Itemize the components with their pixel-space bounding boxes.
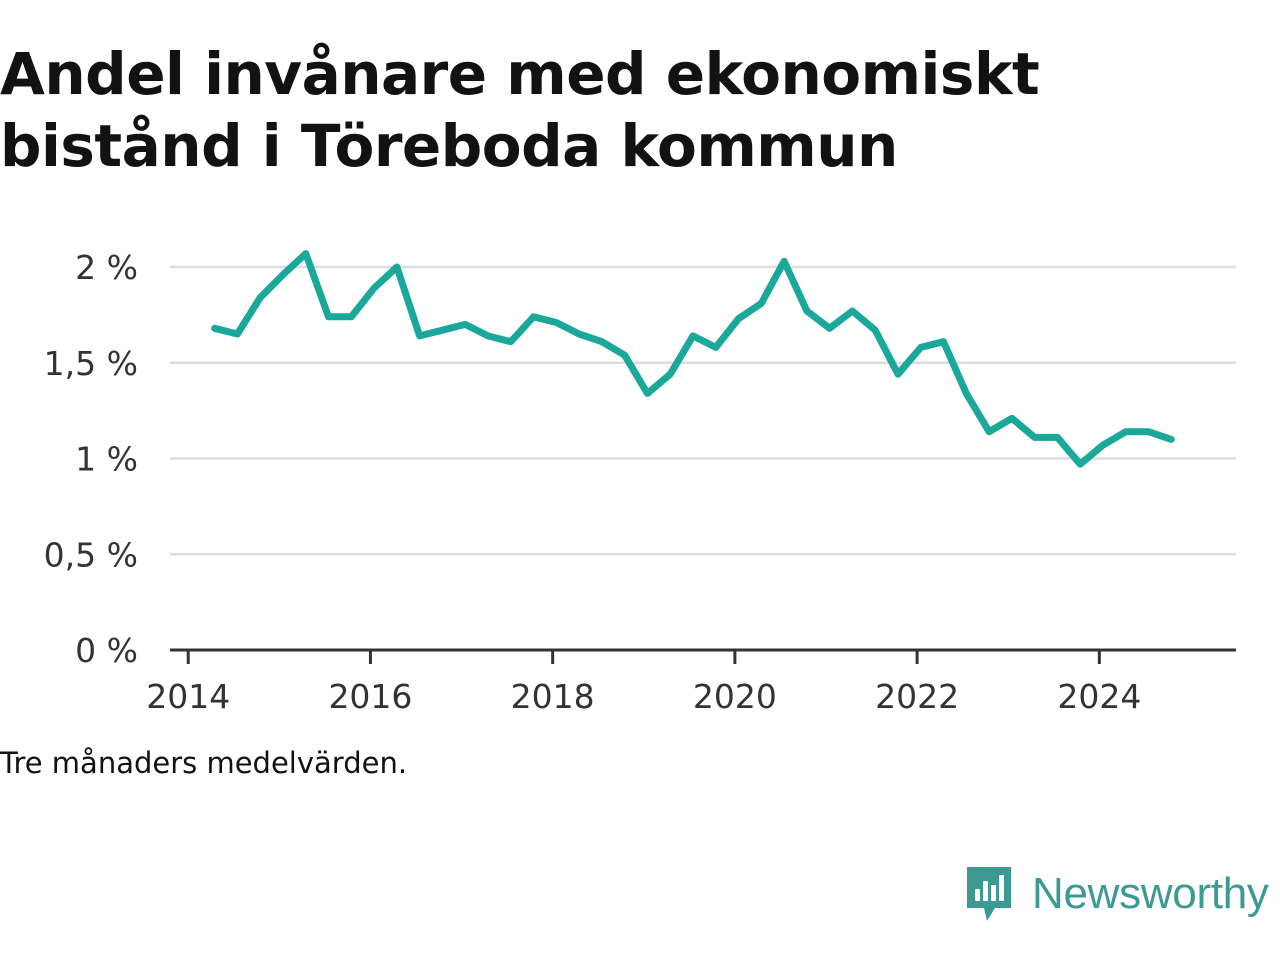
x-axis: 2014 2016 2018 2020 2022 2024 — [146, 648, 1236, 716]
series-line — [211, 250, 1175, 468]
x-tick-label: 2024 — [1057, 677, 1141, 716]
brand-name: Newsworthy — [1032, 869, 1269, 918]
y-tick-label: 0 % — [75, 631, 138, 670]
x-tick-label: 2014 — [146, 677, 230, 716]
y-axis-labels: 0 % 0,5 % 1 % 1,5 % 2 % — [44, 248, 138, 670]
y-tick-label: 1,5 % — [44, 344, 138, 383]
y-tick-label: 1 % — [75, 440, 138, 479]
x-tick-label: 2020 — [693, 677, 777, 716]
gridlines — [170, 265, 1236, 556]
x-tick-label: 2016 — [328, 677, 412, 716]
y-tick-label: 2 % — [75, 248, 138, 287]
x-tick-label: 2022 — [875, 677, 959, 716]
chart-title: Andel invånare med ekonomiskt bistånd i … — [0, 40, 1040, 180]
chart-caption: Tre månaders medelvärden. — [0, 746, 408, 780]
x-tick-label: 2018 — [511, 677, 595, 716]
series — [211, 250, 1175, 468]
line-chart: 2014 2016 2018 2020 2022 2024 0 % 0,5 % 1 % 1,5 … — [44, 248, 1236, 716]
newsworthy-logo-icon — [967, 867, 1011, 921]
brand[interactable]: Newsworthy — [964, 864, 1269, 924]
y-tick-label: 0,5 % — [44, 535, 138, 574]
